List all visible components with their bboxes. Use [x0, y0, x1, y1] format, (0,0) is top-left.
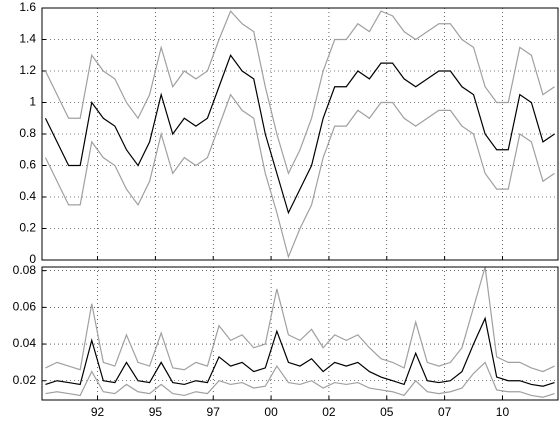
plot-frame	[41, 266, 559, 401]
y-tick-label: 0	[29, 252, 36, 266]
y-tick-label: 0.06	[13, 300, 37, 314]
y-tick-label: 0.2	[19, 221, 36, 235]
y-tick-label: 0.6	[19, 158, 36, 172]
x-tick-label: 92	[91, 405, 105, 419]
y-tick-label: 1	[29, 95, 36, 109]
y-tick-label: 0.8	[19, 126, 36, 140]
y-tick-label: 0.4	[19, 189, 36, 203]
series-line	[45, 267, 555, 373]
series-line	[44, 53, 555, 215]
x-tick-label: 10	[496, 405, 510, 419]
x-tick-label: 05	[380, 405, 394, 419]
x-tick-label: 00	[264, 405, 278, 419]
x-tick-label: 95	[149, 405, 163, 419]
x-tick-label: 07	[438, 405, 452, 419]
series-line	[44, 10, 555, 176]
y-tick-label: 1.4	[19, 32, 36, 46]
x-tick-label: 97	[207, 405, 221, 419]
series-line	[45, 316, 555, 387]
series-line	[45, 361, 555, 398]
y-tick-label: 0.04	[13, 336, 37, 350]
y-tick-label: 0.02	[13, 373, 37, 387]
plot-frame	[41, 7, 559, 261]
y-tick-label: 1.6	[19, 0, 36, 14]
x-tick-label: 02	[322, 405, 336, 419]
y-tick-label: 1.2	[19, 63, 36, 77]
y-tick-label: 0.08	[13, 263, 37, 277]
series-line	[44, 93, 555, 259]
